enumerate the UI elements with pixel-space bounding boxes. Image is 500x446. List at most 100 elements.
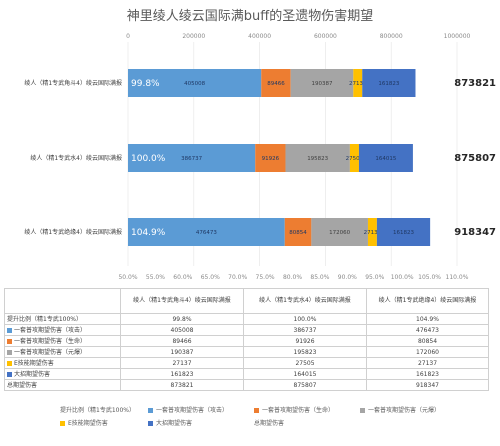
legend-label: 一套普攻期望伤害（攻击） — [156, 407, 229, 414]
bar-segment — [358, 144, 413, 172]
ratio-label: 99.8% — [131, 79, 160, 89]
bottom-tick-label: 80.0% — [283, 274, 302, 281]
table-row-label-text: 提升比例（精1专武100%） — [7, 315, 82, 323]
table-cell: 386737 — [243, 324, 367, 336]
table-cell: 91926 — [243, 335, 367, 347]
total-label: 873821 — [454, 78, 496, 89]
total-label: 875807 — [454, 153, 496, 164]
bottom-tick-label: 95.0% — [365, 274, 384, 281]
table-column-header: 绫人（精1专武绝缘4）绫云国际满报 — [366, 288, 489, 314]
bar-value-label: 91926 — [262, 156, 280, 162]
bottom-tick-label: 105.0% — [418, 274, 441, 281]
table-cell: 190387 — [120, 346, 244, 358]
table-cell: 27505 — [243, 357, 367, 369]
bottom-tick-label: 50.0% — [118, 274, 137, 281]
chart: 神里绫人绫云国际满buff的圣遗物伤害期望 0 200000 400000 60000… — [24, 8, 496, 281]
table-body: 提升比例（精1专武100%） 99.8% 100.0% 104.9% 一套普攻期望伤害（… — [4, 313, 489, 391]
bar-segment — [367, 218, 377, 246]
legend-swatch — [360, 408, 365, 413]
bottom-tick-label: 60.0% — [173, 274, 192, 281]
bar-segment — [284, 218, 312, 246]
legend-swatch — [60, 421, 65, 426]
bar-segment — [285, 144, 350, 172]
table-cell: 27137 — [120, 357, 244, 369]
table-cell: 80854 — [366, 335, 489, 347]
bar-segment — [349, 144, 359, 172]
category-label: 绫人（精1专武角斗4）绫云国际满报 — [24, 79, 122, 87]
table-row: E技能期望伤害 27137 27505 27137 — [4, 357, 489, 369]
category-label: 绫人（精1专武水4）绫云国际满报 — [30, 154, 122, 162]
bar-value-label: 89466 — [267, 81, 285, 87]
table-cell: 161823 — [120, 368, 244, 380]
table-column-header: 绫人（精1专武水4）绫云国际满报 — [243, 288, 367, 314]
legend-item: 一套普攻期望伤害（攻击） — [148, 405, 228, 414]
table-cell: 27137 — [366, 357, 489, 369]
legend-swatch — [7, 338, 12, 344]
chart-title: 神里绫人绫云国际满buff的圣遗物伤害期望 — [127, 8, 373, 24]
legend-swatch — [7, 360, 12, 366]
bottom-tick-label: 90.0% — [338, 274, 357, 281]
bar-value-label: 190387 — [312, 81, 333, 87]
bottom-tick-label: 70.0% — [228, 274, 247, 281]
bar-segment — [128, 144, 256, 172]
legend-label: 提升比例（精1专武100%） — [60, 407, 135, 414]
legend-item: 一套普攻期望伤害（元爆） — [360, 405, 440, 414]
bars: 405008 89466 190387 27137 161823 99.8% 873821 3… — [128, 69, 496, 246]
table-row: 提升比例（精1专武100%） 99.8% 100.0% 104.9% — [4, 313, 489, 325]
top-tick-label: 400000 — [248, 33, 271, 40]
top-tick-label: 200000 — [182, 33, 205, 40]
table-cell: 476473 — [366, 324, 489, 336]
category-labels: 绫人（精1专武角斗4）绫云国际满报绫人（精1专武水4）绫云国际满报绫人（精1专武… — [24, 79, 122, 236]
table-cell: 405008 — [120, 324, 244, 336]
legend-label: 一套普攻期望伤害（生命） — [262, 407, 335, 414]
table-row: 一套普攻期望伤害（元爆） 190387 195823 172060 — [4, 346, 489, 358]
table-row-label: 一套普攻期望伤害（生命） — [4, 335, 121, 347]
legend-item: E技能期望伤害 — [60, 418, 108, 427]
bar-segment — [128, 218, 285, 246]
table-header-row: 绫人（精1专武角斗4）绫云国际满报 绫人（精1专武水4）绫云国际满报 绫人（精1专武… — [4, 288, 489, 314]
bar-value-label: 27137 — [349, 81, 367, 87]
table-row: 一套普攻期望伤害（攻击） 405008 386737 476473 — [4, 324, 489, 336]
legend-swatch — [7, 371, 12, 377]
table-row-label-text: E技能期望伤害 — [14, 359, 54, 367]
top-tick-label: 600000 — [314, 33, 337, 40]
table-row-label-text: 大招期望伤害 — [14, 370, 51, 378]
bar-value-label: 27505 — [346, 156, 364, 162]
table-cell: 104.9% — [366, 313, 489, 325]
legend-item: 大招期望伤害 — [148, 418, 192, 427]
table-cell: 195823 — [243, 346, 367, 358]
bar-value-label: 161823 — [393, 230, 414, 236]
table-row-label: 一套普攻期望伤害（攻击） — [4, 324, 121, 336]
table-row-label: E技能期望伤害 — [4, 357, 121, 369]
ratio-label: 100.0% — [131, 154, 166, 164]
bar-segment — [376, 218, 431, 246]
bar-value-label: 161823 — [378, 81, 399, 87]
legend-swatch — [7, 327, 12, 333]
table-row: 总期望伤害 873821 875807 918347 — [4, 379, 489, 391]
bar-segment — [128, 69, 262, 97]
bar-segment — [261, 69, 291, 97]
table-column-header: 绫人（精1专武角斗4）绫云国际满报 — [120, 288, 244, 314]
category-label: 绫人（精1专武绝缘4）绫云国际满报 — [24, 228, 122, 236]
legend-swatch — [148, 408, 153, 413]
bar-value-label: 405008 — [184, 81, 205, 87]
table-row-label: 一套普攻期望伤害（元爆） — [4, 346, 121, 358]
bar-segment — [290, 69, 354, 97]
top-tick-label: 1000000 — [444, 33, 471, 40]
table-cell: 89466 — [120, 335, 244, 347]
legend-item: 一套普攻期望伤害（生命） — [254, 405, 334, 414]
bar-value-label: 164015 — [375, 156, 396, 162]
legend-swatch — [254, 408, 259, 413]
total-label: 918347 — [454, 227, 496, 238]
legend-swatch — [148, 421, 153, 426]
table-row-label: 大招期望伤害 — [4, 368, 121, 380]
bottom-axis: 50.0% 55.0% 60.0% 65.0% 70.0% 75.0% 80.0% 85.0%… — [118, 274, 468, 281]
table-cell: 164015 — [243, 368, 367, 380]
table-row-label: 总期望伤害 — [4, 379, 121, 391]
table-cell: 873821 — [120, 379, 244, 391]
ratio-label: 104.9% — [131, 228, 166, 238]
table-row-label-text: 一套普攻期望伤害（生命） — [14, 337, 87, 345]
table-cell: 875807 — [243, 379, 367, 391]
bar-value-label: 172060 — [329, 230, 350, 236]
table-row-label-text: 一套普攻期望伤害（攻击） — [14, 326, 87, 334]
